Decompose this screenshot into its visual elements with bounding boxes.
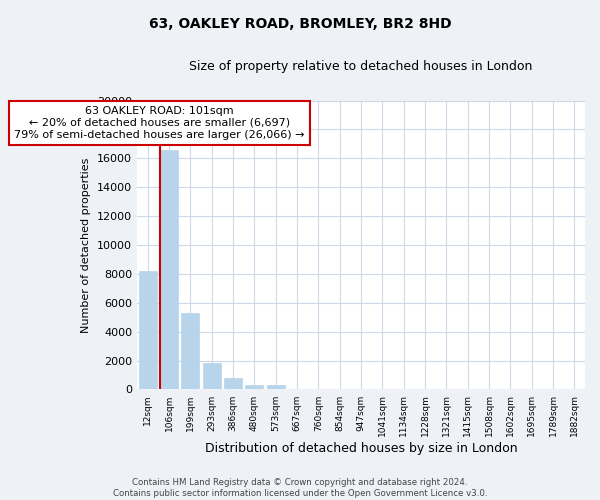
Bar [245,385,263,390]
Text: 63 OAKLEY ROAD: 101sqm
← 20% of detached houses are smaller (6,697)
79% of semi-: 63 OAKLEY ROAD: 101sqm ← 20% of detached… [14,106,305,140]
Bar [181,313,199,390]
Text: Contains HM Land Registry data © Crown copyright and database right 2024.
Contai: Contains HM Land Registry data © Crown c… [113,478,487,498]
Bar [139,271,157,390]
Bar [224,378,242,390]
Bar [266,385,285,390]
X-axis label: Distribution of detached houses by size in London: Distribution of detached houses by size … [205,442,517,455]
Text: 63, OAKLEY ROAD, BROMLEY, BR2 8HD: 63, OAKLEY ROAD, BROMLEY, BR2 8HD [149,18,451,32]
Bar [160,150,178,390]
Bar [203,364,221,390]
Title: Size of property relative to detached houses in London: Size of property relative to detached ho… [190,60,533,73]
Y-axis label: Number of detached properties: Number of detached properties [82,158,91,332]
